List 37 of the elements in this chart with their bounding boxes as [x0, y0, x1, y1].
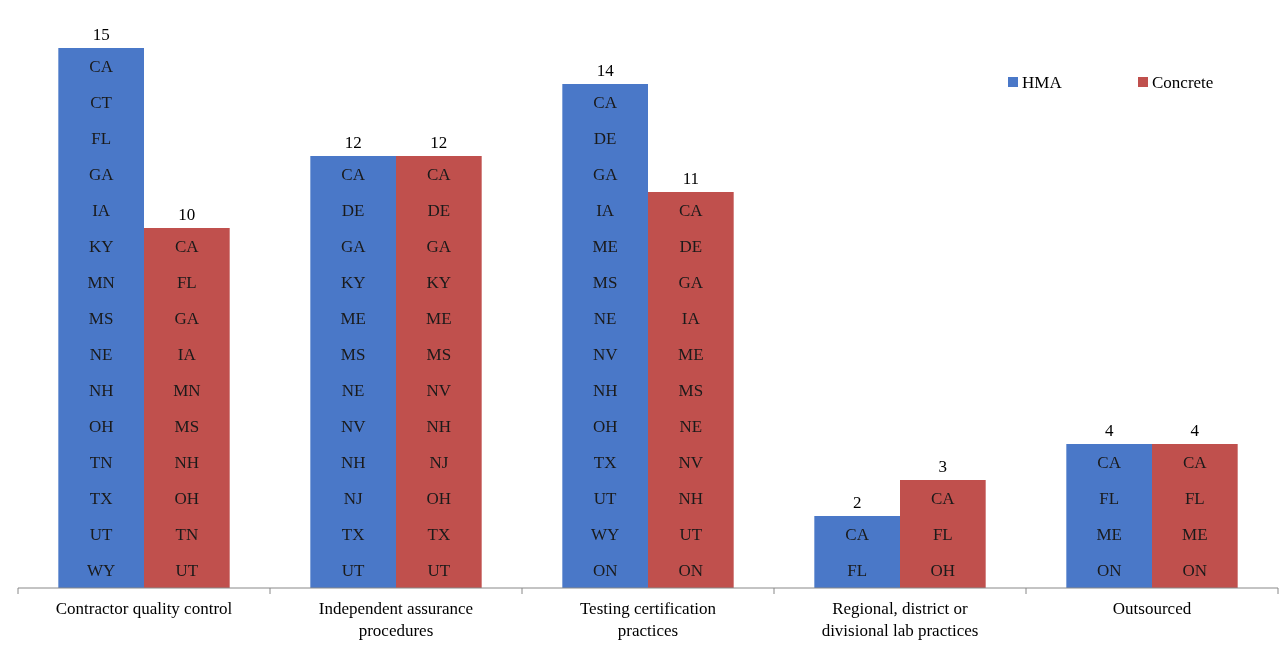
bar [58, 48, 144, 588]
bar [310, 156, 396, 588]
bar [1066, 444, 1152, 588]
bar [144, 228, 230, 588]
text: CA FL GA IA MN MS NH OH TN UT [173, 236, 201, 580]
data-label: 10 [178, 205, 196, 224]
data-label: 4 [1190, 421, 1200, 440]
data-label: 12 [344, 133, 362, 152]
bar [900, 480, 986, 588]
data-label: 14 [596, 61, 615, 80]
data-label: 4 [1104, 421, 1114, 440]
x-tick-label: Outsourced [1112, 599, 1192, 618]
x-tick-label: Regional, district or divisional lab practices [821, 599, 979, 640]
x-tick-label: Independent assurance procedures [318, 599, 474, 640]
annotation: CA FL OH [930, 488, 956, 580]
legend-label: HMA [1022, 73, 1063, 92]
bar [648, 192, 734, 588]
text: CA DE GA KY ME MS NE NV NH NJ TX UT [340, 164, 366, 580]
text: CA CT FL GA IA KY MN MS NE NH OH TN TX UT WY [87, 56, 116, 580]
bar [1152, 444, 1238, 588]
data-label: 2 [852, 493, 862, 512]
bar [814, 516, 900, 588]
bar [396, 156, 482, 588]
x-tick-label: Contractor quality control [55, 599, 233, 618]
annotation: CA FL ME ON [1096, 452, 1122, 580]
data-label: 11 [682, 169, 700, 188]
text: CA DE GA IA ME MS NE NV NH UT ON [678, 200, 704, 580]
text: CA DE GA IA ME MS NE NV NH OH TX UT WY ON [591, 92, 620, 580]
data-label: 12 [430, 133, 448, 152]
annotation: CA FL [845, 524, 870, 580]
x-tick-label: Testing certification practices [579, 599, 717, 640]
legend-label: Concrete [1152, 73, 1214, 92]
bar [562, 84, 648, 588]
text: CA DE GA KY ME MS NV NH NJ OH TX UT [426, 164, 452, 580]
data-label: 3 [938, 457, 948, 476]
data-label: 15 [92, 25, 110, 44]
annotation: CA FL ME ON [1182, 452, 1208, 580]
